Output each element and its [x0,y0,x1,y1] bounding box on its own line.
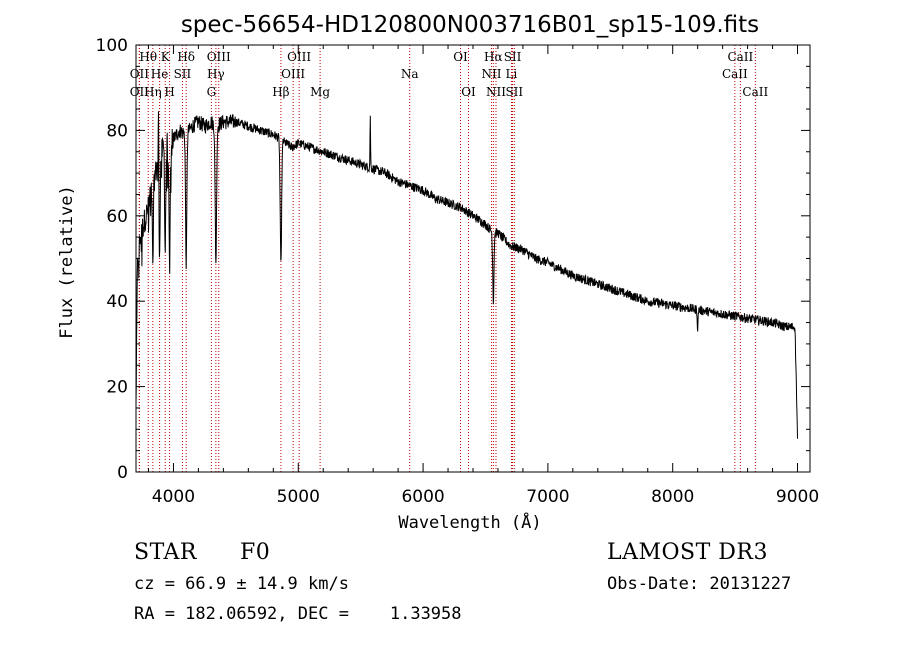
x-tick-label: 7000 [526,487,569,507]
object-subclass: F0 [240,540,271,565]
object-class: STAR [134,540,197,565]
line-label: Hβ [272,85,289,99]
y-tick-label: 40 [106,292,128,312]
observation-date: Obs-Date: 20131227 [607,574,792,594]
line-label: SII [174,67,192,81]
line-label: Li [506,67,518,81]
line-label: NII [481,67,501,81]
spectrum-line [135,111,798,439]
line-label: Hη [144,85,162,99]
line-label: OI [453,50,468,64]
line-label: OII [130,67,150,81]
survey-name: LAMOST DR3 [607,540,768,565]
spectral-line-markers [138,45,756,472]
line-label: OIII [207,50,231,64]
line-label: CaII [722,67,748,81]
line-label: K [161,50,171,64]
line-label: OII [130,85,150,99]
line-label: H [164,85,174,99]
line-label: Na [401,67,419,81]
x-tick-label: 5000 [277,487,320,507]
axis-ticks: 4000 5000 6000 7000 8000 9000 0 20 40 60 80 100 [96,36,820,507]
y-tick-label: 20 [106,378,128,398]
y-tick-label: 0 [117,463,128,483]
y-axis-label: Flux (relative) [57,185,77,339]
line-label: OIII [281,67,305,81]
line-label: Hθ [139,50,157,64]
redshift-velocity: cz = 66.9 ± 14.9 km/s [134,574,349,594]
line-label: OIII [287,50,311,64]
y-tick-label: 100 [96,36,128,56]
line-label: Hα [484,50,503,64]
x-tick-label: 6000 [401,487,444,507]
plot-frame [135,44,811,473]
line-label: Hδ [177,50,195,64]
line-label: CaII [727,50,753,64]
line-label: He [151,67,169,81]
chart-title: spec-56654-HD120800N003716B01_sp15-109.f… [181,12,759,38]
coordinates: RA = 182.06592, DEC = 1.33958 [134,604,462,624]
line-label: CaII [742,85,768,99]
x-tick-label: 4000 [152,487,195,507]
x-tick-label: 9000 [776,487,819,507]
line-label: Mg [310,85,330,99]
y-tick-label: 60 [106,207,128,227]
x-axis-label: Wavelength (Å) [398,511,541,533]
line-label: Hγ [207,67,225,81]
line-label: G [207,85,217,99]
x-tick-label: 8000 [651,487,694,507]
line-label: SII [505,85,523,99]
spectrum-series [135,111,798,439]
line-label: OI [461,85,476,99]
y-tick-label: 80 [106,121,128,141]
line-label: SII [504,50,522,64]
line-label: NII [486,85,506,99]
